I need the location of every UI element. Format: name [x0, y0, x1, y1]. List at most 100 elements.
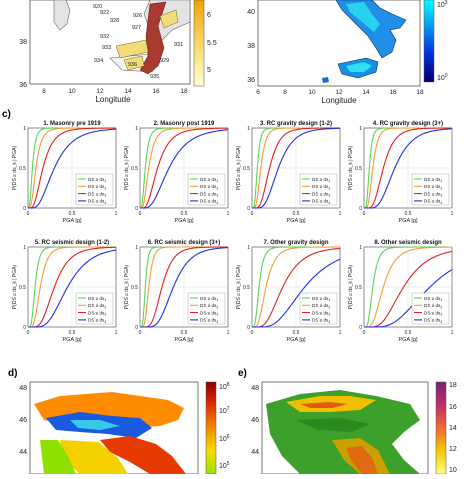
x-axis-label: PGA [g]: [175, 337, 194, 343]
x-tick-label: 0.5: [293, 330, 300, 336]
y-axis-label: P(DS ≥ ds_k | PGA): [236, 146, 242, 191]
x-tick-label: 0: [251, 211, 254, 217]
zone-label: 929: [160, 58, 169, 64]
top-right-xtick: 16: [389, 89, 397, 96]
x-tick-label: 0.5: [181, 211, 188, 217]
fragility-curve-line: [364, 269, 453, 328]
y-tick-label: 1: [23, 126, 26, 132]
legend-entry: DS ≥ ds2: [88, 184, 106, 190]
fragility-panel: 4. RC gravity design (3+) 1 0.5 00 0.5 1 PGA […: [348, 121, 454, 224]
panel-d: d) 108 107 106 105 48 46 44: [8, 368, 230, 475]
fragility-panel: 6. RC seismic design (3+) 1 0.5 00 0.5 1 PGA […: [124, 240, 230, 343]
panel-c-label: c): [2, 109, 11, 120]
panel-e: e) 18 16 14 12 10 48 46 44: [238, 368, 457, 475]
zone-label: 920: [93, 4, 102, 10]
fragility-curve-line: [252, 258, 341, 328]
x-tick-label: 1: [451, 211, 454, 217]
top-left-colorbar: [193, 0, 205, 87]
y-tick-label: 0: [135, 325, 138, 331]
panel-e-alps-hot-2: [300, 402, 348, 408]
y-axis-label: P(DS ≥ ds_k | PGA): [348, 146, 354, 191]
y-axis-label: P(DS ≥ ds_k | PGA): [236, 265, 242, 310]
zone-label: 927: [132, 25, 141, 31]
zone-label: 934: [94, 58, 103, 64]
top-right-xtick: 12: [335, 89, 343, 96]
top-left-xtick: 16: [152, 88, 160, 95]
y-tick-label: 0: [359, 206, 362, 212]
fragility-curve-line: [140, 129, 229, 209]
x-tick-label: 0: [363, 211, 366, 217]
top-left-ytick: 38: [19, 39, 27, 46]
y-tick-label: 0: [247, 325, 250, 331]
x-tick-label: 0.5: [69, 211, 76, 217]
panel-e-cbar-tick: 10: [449, 467, 457, 474]
y-tick-label: 1: [23, 245, 26, 251]
panel-e-apennines-hot: [346, 446, 378, 474]
panel-e-cbar-tick: 12: [449, 446, 457, 453]
top-right-map-island: [322, 77, 329, 83]
panel-d-colorbar: [205, 381, 217, 475]
top-right-map-frame: [257, 0, 421, 87]
x-tick-label: 0.5: [181, 330, 188, 336]
top-left-xtick: 18: [180, 88, 188, 95]
top-left-xtick: 10: [68, 88, 76, 95]
panel-d-po-valley-light: [70, 420, 120, 430]
panel-e-cbar-tick: 14: [449, 425, 457, 432]
legend-entry: DS ≥ ds3: [88, 310, 106, 316]
top-left-xlabel: Longitude: [95, 95, 131, 104]
fragility-panel: 3. RC gravity design (1-2) 1 0.5 00 0.5 1 PGA …: [236, 121, 342, 224]
legend-entry: DS ≥ ds4: [424, 199, 442, 205]
legend-entry: DS ≥ ds2: [88, 303, 106, 309]
top-left-xtick: 8: [42, 88, 46, 95]
zone-label: 933: [102, 45, 111, 51]
top-right-xtick: 14: [362, 89, 370, 96]
panel-title: 6. RC seismic design (3+): [148, 240, 221, 246]
fragility-curve-line: [28, 249, 117, 328]
panel-d-ytick: 48: [19, 385, 27, 392]
top-right-xtick: 8: [283, 89, 287, 96]
zone-label: 926: [133, 13, 142, 19]
x-tick-label: 0.5: [69, 330, 76, 336]
legend-entry: DS ≥ ds3: [312, 310, 330, 316]
top-right-map-mainland-hot: [346, 2, 380, 32]
x-tick-label: 0.5: [405, 330, 412, 336]
zone-label: 931: [174, 42, 183, 48]
top-left-map-sardinia: [53, 0, 71, 31]
panel-d-apennines: [100, 436, 186, 474]
legend-entry: DS ≥ ds3: [200, 310, 218, 316]
panel-d-ytick: 46: [19, 417, 27, 424]
x-axis-label: PGA [g]: [287, 337, 306, 343]
fragility-curve-line: [28, 127, 117, 209]
top-right-ytick: 36: [247, 77, 255, 84]
x-tick-label: 1: [339, 211, 342, 217]
panel-title: 7. Other gravity design: [263, 240, 328, 246]
y-axis-label: P(DS ≥ ds_k | PGA): [124, 265, 130, 310]
panel-e-colorbar: [435, 381, 447, 475]
y-tick-label: 0: [359, 325, 362, 331]
top-left-map-zone-light-1: [115, 39, 149, 59]
y-tick-label: 0.5: [19, 166, 26, 172]
y-tick-label: 0.5: [19, 285, 26, 291]
fragility-curve-line: [364, 250, 453, 328]
panel-e-ytick: 46: [251, 417, 259, 424]
panel-e-po-valley: [296, 418, 370, 432]
y-tick-label: 0.5: [131, 166, 138, 172]
legend-entry: DS ≥ ds3: [424, 191, 442, 197]
y-tick-label: 0.5: [355, 285, 362, 291]
legend-entry: DS ≥ ds2: [312, 303, 330, 309]
fragility-curve-line: [28, 128, 117, 209]
x-tick-label: 0: [139, 330, 142, 336]
x-tick-label: 1: [451, 330, 454, 336]
x-tick-label: 0: [27, 330, 30, 336]
panel-title: 4. RC gravity design (3+): [373, 121, 443, 127]
legend-entry: DS ≥ ds4: [200, 318, 218, 324]
legend-entry: DS ≥ ds2: [424, 303, 442, 309]
y-tick-label: 0.5: [243, 166, 250, 172]
legend-entry: DS ≥ ds1: [200, 296, 218, 302]
x-tick-label: 0.5: [293, 211, 300, 217]
y-axis-label: P(DS ≥ ds_k | PGA): [124, 146, 130, 191]
fragility-curve-line: [252, 127, 341, 209]
top-right-map-sicily-hot: [346, 62, 372, 72]
x-axis-label: PGA [g]: [287, 218, 306, 224]
top-left-map: 920 922 928 926 927 932 933 934 936 935 …: [19, 0, 217, 104]
